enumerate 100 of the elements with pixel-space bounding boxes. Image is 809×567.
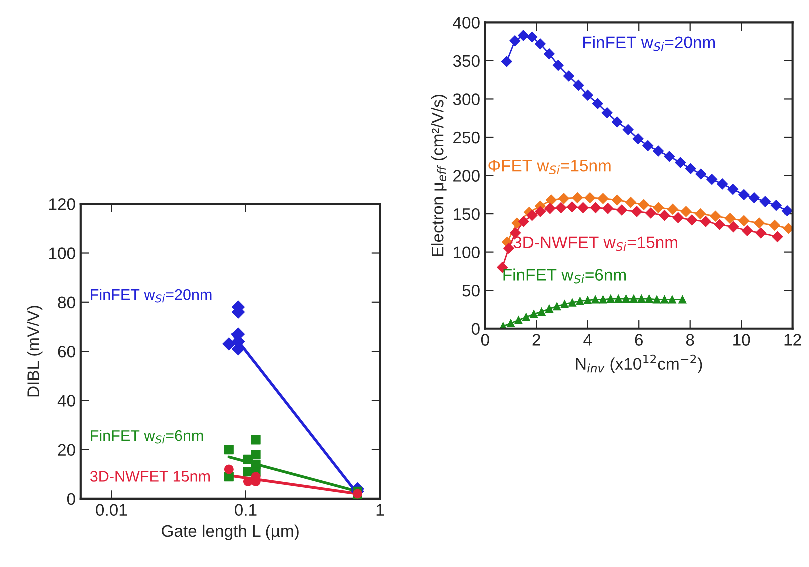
y-tick-label: 20 bbox=[58, 444, 76, 456]
y-tick-label: 350 bbox=[453, 55, 480, 68]
x-tick-label: 0 bbox=[481, 334, 490, 346]
point bbox=[710, 210, 722, 222]
point bbox=[501, 56, 512, 68]
point bbox=[530, 310, 538, 318]
y-tick-label: 400 bbox=[453, 17, 480, 29]
point bbox=[783, 223, 793, 234]
point bbox=[544, 48, 555, 60]
point bbox=[659, 210, 670, 222]
point bbox=[695, 208, 706, 220]
point bbox=[772, 232, 784, 242]
point bbox=[664, 151, 676, 162]
point bbox=[622, 124, 634, 136]
point bbox=[754, 218, 765, 229]
point bbox=[645, 295, 654, 303]
point bbox=[553, 302, 562, 311]
y-tick-label: 150 bbox=[454, 208, 480, 220]
point bbox=[668, 296, 676, 304]
point bbox=[616, 204, 628, 216]
point bbox=[507, 320, 516, 328]
point bbox=[645, 208, 656, 219]
point bbox=[522, 313, 530, 322]
point bbox=[563, 70, 574, 82]
y-tick-label: 0 bbox=[67, 493, 76, 506]
point bbox=[622, 295, 630, 303]
point bbox=[706, 174, 718, 186]
point bbox=[769, 220, 780, 231]
y-tick-label: 200 bbox=[454, 170, 480, 182]
point bbox=[717, 178, 728, 190]
x-tick-label: 2 bbox=[532, 334, 540, 346]
point bbox=[638, 295, 646, 303]
point bbox=[592, 98, 604, 110]
point bbox=[675, 157, 686, 168]
point bbox=[680, 206, 692, 218]
series-label: 3D-NWFET w$_{Si}$=15nm bbox=[514, 236, 678, 252]
series-label: FinFET w$_{Si}$=6nm bbox=[91, 430, 204, 444]
point bbox=[614, 295, 623, 303]
point bbox=[660, 296, 669, 304]
point bbox=[545, 304, 554, 313]
point bbox=[738, 216, 750, 226]
point bbox=[504, 243, 514, 254]
point bbox=[612, 194, 623, 206]
point bbox=[696, 168, 707, 180]
x-tick-label: 8 bbox=[686, 334, 694, 346]
point bbox=[714, 219, 726, 230]
point bbox=[756, 228, 766, 239]
point bbox=[632, 206, 642, 218]
x-tick-label: 0.01 bbox=[96, 504, 128, 516]
y-tick-label: 120 bbox=[50, 198, 76, 210]
point bbox=[538, 308, 546, 316]
point bbox=[653, 146, 664, 157]
x-tick-label: 6 bbox=[635, 334, 644, 346]
point bbox=[578, 202, 589, 214]
point bbox=[653, 296, 662, 304]
y-tick-label: 80 bbox=[58, 296, 76, 309]
point bbox=[535, 206, 546, 218]
y-tick-label: 60 bbox=[58, 346, 76, 358]
point bbox=[667, 204, 678, 215]
point bbox=[760, 196, 771, 208]
point bbox=[592, 296, 600, 304]
point bbox=[584, 296, 592, 305]
point bbox=[576, 297, 584, 306]
x-tick-label: 1 bbox=[376, 504, 384, 516]
y-axis-title: DIBL (mV/V) bbox=[27, 306, 43, 397]
point bbox=[526, 32, 538, 43]
y-axis-title: Electron μ$_{eff}$ (cm²/V/s) bbox=[432, 95, 448, 256]
point bbox=[653, 202, 664, 214]
point bbox=[728, 222, 740, 232]
point bbox=[602, 203, 614, 214]
x-tick-label: 4 bbox=[584, 334, 592, 346]
point bbox=[678, 296, 687, 304]
point bbox=[514, 316, 523, 324]
point bbox=[598, 193, 609, 204]
point bbox=[742, 225, 753, 236]
series-label: FinFET w$_{Si}$=20nm bbox=[584, 36, 716, 52]
series-label: ΦFET w$_{Si}$=15nm bbox=[488, 160, 611, 175]
point bbox=[590, 202, 602, 214]
point bbox=[606, 295, 615, 303]
point bbox=[672, 212, 684, 224]
point bbox=[560, 300, 569, 308]
point bbox=[632, 134, 644, 144]
point bbox=[642, 140, 654, 152]
y-tick-label: 100 bbox=[454, 246, 480, 259]
y-tick-label: 300 bbox=[453, 94, 480, 106]
point bbox=[748, 192, 760, 204]
point bbox=[602, 108, 613, 118]
point bbox=[546, 194, 557, 206]
series-label: FinFET w$_{Si}$=6nm bbox=[504, 268, 626, 284]
x-axis-title: N$_{inv}$ (x10$^{12}$cm$^{−2}$) bbox=[576, 354, 702, 374]
point bbox=[518, 216, 530, 228]
point bbox=[724, 213, 736, 224]
point bbox=[573, 80, 584, 91]
x-tick-label: 10 bbox=[734, 334, 750, 346]
point bbox=[630, 295, 638, 303]
point bbox=[510, 36, 521, 46]
point bbox=[728, 184, 739, 195]
y-tick-label: 50 bbox=[462, 284, 480, 297]
point bbox=[582, 90, 594, 101]
y-tick-label: 0 bbox=[472, 323, 480, 336]
